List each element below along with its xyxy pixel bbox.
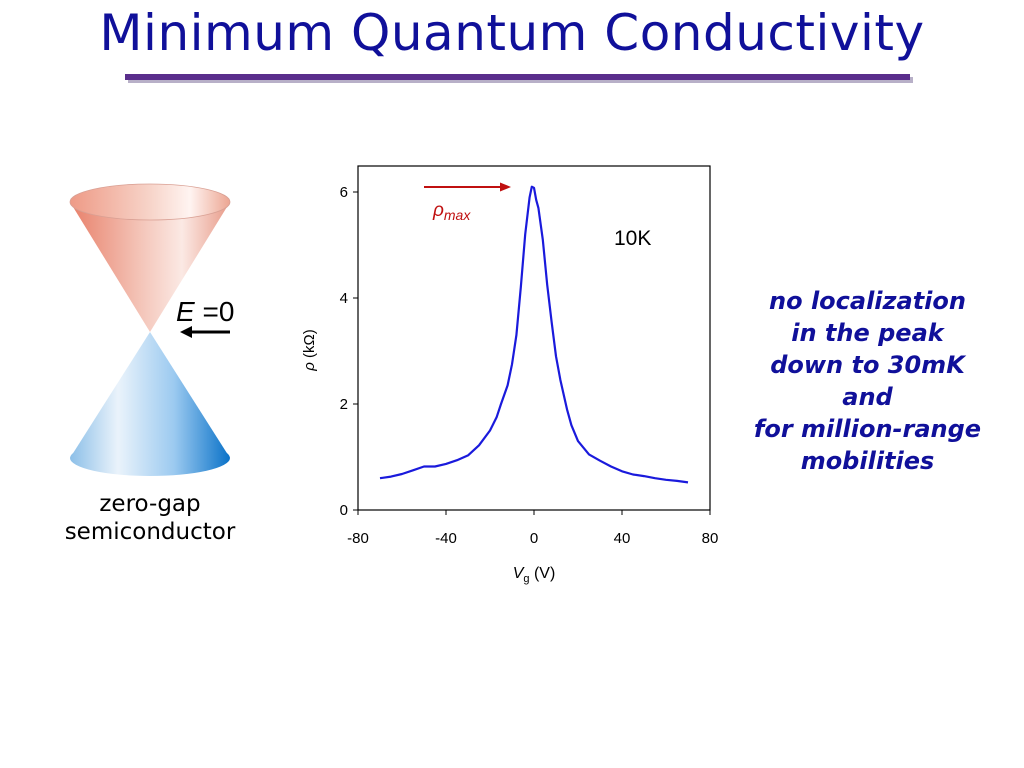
x-axis-label-subscript: g <box>523 573 529 585</box>
y-axis-ticks: 0 2 4 6 <box>340 184 358 519</box>
rho-max-arrowhead <box>500 182 511 192</box>
y-tick-label: 2 <box>340 396 348 413</box>
temperature-label: 10K <box>614 227 651 250</box>
x-axis-ticks: -80 -40 0 40 80 <box>347 510 718 547</box>
note-line: down to 30mK <box>770 351 965 379</box>
x-tick-label: 0 <box>530 530 538 547</box>
rho-max-label: ρmax <box>432 200 471 223</box>
y-axis-label: ρ (kΩ) <box>301 329 318 371</box>
x-axis-label: Vg (V) <box>513 565 556 585</box>
note-line: in the peak <box>791 319 944 347</box>
localization-note: no localization in the peak down to 30mK… <box>730 285 1005 477</box>
x-tick-label: 40 <box>614 530 631 547</box>
lower-cone <box>70 332 230 458</box>
dirac-cone-svg <box>69 183 231 476</box>
cone-caption-line1: zero-gap <box>99 491 201 517</box>
y-axis-label-symbol: ρ <box>301 362 318 372</box>
energy-zero-label: E =0 <box>176 296 234 328</box>
energy-value: =0 <box>194 296 235 327</box>
rho-max-symbol: ρ <box>432 200 444 221</box>
cone-caption-line2: semiconductor <box>64 519 236 545</box>
slide-title: Minimum Quantum Conductivity <box>99 4 925 62</box>
dirac-cone-illustration <box>60 180 250 480</box>
lower-cone-base <box>70 440 230 476</box>
y-tick-label: 6 <box>340 184 348 201</box>
dirac-point-arrowhead <box>180 326 192 338</box>
y-axis-label-unit: (kΩ) <box>301 329 318 362</box>
x-tick-label: -40 <box>435 530 457 547</box>
rho-max-subscript: max <box>444 207 471 223</box>
cone-caption: zero-gap semiconductor <box>30 490 270 546</box>
x-axis-label-unit: (V) <box>530 565 556 582</box>
x-tick-label: -80 <box>347 530 369 547</box>
note-line: mobilities <box>800 447 935 475</box>
note-line: and <box>842 383 893 411</box>
x-tick-label: 80 <box>702 530 719 547</box>
energy-symbol: E <box>176 296 195 327</box>
upper-cone-rim <box>69 183 231 221</box>
x-axis-label-symbol: V <box>513 565 525 582</box>
title-underline <box>125 74 910 80</box>
note-line: for million-range <box>753 415 982 443</box>
y-tick-label: 4 <box>340 290 348 307</box>
upper-cone <box>70 202 230 332</box>
note-line: no localization <box>769 287 966 315</box>
plot-frame <box>357 165 711 511</box>
y-tick-label: 0 <box>340 502 348 519</box>
resistivity-curve <box>379 185 689 484</box>
